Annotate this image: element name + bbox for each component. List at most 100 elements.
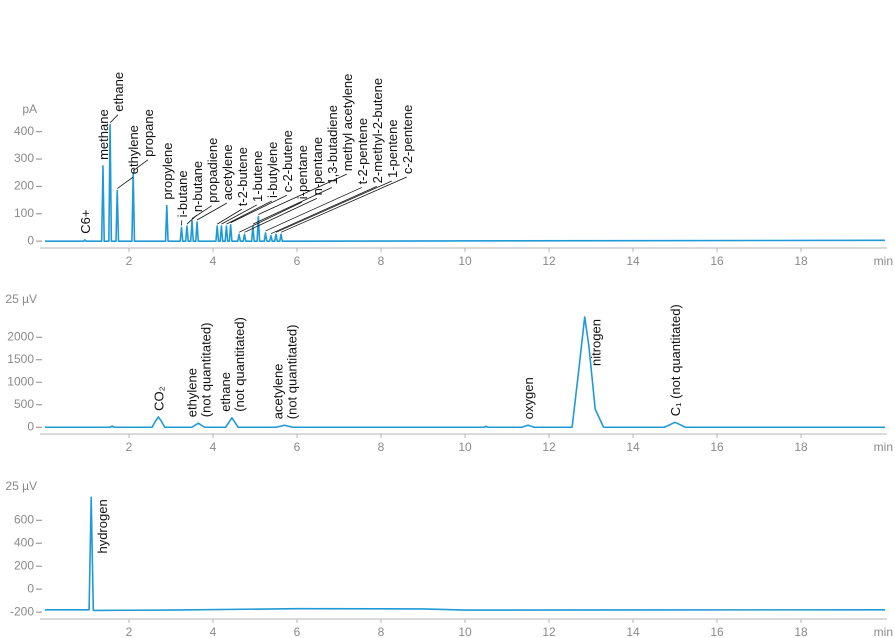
leader-line — [265, 187, 362, 232]
y-tick-label: 300 — [14, 151, 34, 165]
leader-line — [191, 205, 213, 219]
leader-line — [280, 176, 407, 233]
y-tick-label: 100 — [14, 206, 34, 220]
peak-label-line: ethylene — [184, 368, 199, 417]
y-tick-label: 600 — [14, 512, 34, 526]
y-tick-label: 400 — [14, 535, 34, 549]
peak-label: i-butane — [175, 170, 190, 217]
y-tick-label: 400 — [14, 124, 34, 138]
x-tick-label: 4 — [210, 440, 217, 454]
peak-label-line: (not quantitated) — [284, 325, 299, 420]
peak-label: t-2-pentene — [355, 118, 370, 185]
y-tick-label: -200 — [10, 604, 34, 618]
x-tick-label: 10 — [458, 440, 472, 454]
peak-label: acetylene — [220, 144, 235, 200]
peak-label: 1-pentene — [385, 119, 400, 178]
leader-line — [258, 173, 347, 215]
peak-label: i-pentane — [295, 145, 310, 199]
leader-line — [244, 198, 317, 233]
x-tick-label: 16 — [710, 625, 724, 638]
peak-label-line: (not quantitated) — [198, 323, 213, 418]
y-tick-label: 200 — [14, 179, 34, 193]
x-tick-label: 14 — [626, 254, 640, 268]
peak-label: C₁ (not quantitated) — [668, 304, 683, 416]
leader-line — [221, 204, 257, 225]
peak-label: hydrogen — [95, 499, 110, 553]
peak-label: methane — [96, 109, 111, 160]
x-tick-label: 18 — [794, 625, 808, 638]
peak-label: c-2-pentene — [400, 105, 415, 174]
peak-label-line: acetylene — [270, 364, 285, 420]
leader-line — [226, 200, 272, 225]
x-tick-label: 8 — [378, 625, 385, 638]
leader-line — [216, 208, 243, 225]
peak-label: propylene — [160, 142, 175, 199]
peak-label: C6+ — [78, 210, 93, 234]
leader-line — [252, 187, 332, 225]
leader-line — [270, 185, 377, 235]
x-unit: min — [874, 440, 893, 454]
x-tick-label: 12 — [542, 254, 556, 268]
x-tick-label: 2 — [126, 254, 133, 268]
trace — [45, 124, 886, 242]
peak-label: ethylene(not quantitated) — [184, 323, 213, 418]
peak-label: 1,3-butadiene — [325, 105, 340, 185]
y-tick-label: 1500 — [7, 352, 34, 366]
x-tick-label: 6 — [294, 440, 301, 454]
x-tick-label: 4 — [210, 625, 217, 638]
y-tick-label: 2000 — [7, 329, 34, 343]
peak-label: 2-methyl-2-butene — [370, 78, 385, 184]
leader-line — [275, 180, 392, 233]
peak-label: 1-butene — [250, 151, 265, 202]
y-tick-label: 500 — [14, 397, 34, 411]
peak-label: nitrogen — [589, 319, 604, 366]
peak-label: n-butane — [190, 161, 205, 212]
x-tick-label: 6 — [294, 254, 301, 268]
peak-label: i-butylene — [265, 142, 280, 198]
peak-label: CO₂ — [151, 386, 166, 411]
x-tick-label: 12 — [542, 625, 556, 638]
trace — [45, 496, 886, 612]
peak-label: methyl acetylene — [340, 74, 355, 172]
trace — [45, 316, 885, 429]
peak-label: c-2-butene — [280, 130, 295, 192]
x-tick-label: 4 — [210, 254, 217, 268]
leader-line — [117, 176, 134, 189]
peak-label-line: (not quantitated) — [232, 317, 247, 412]
leader-line — [238, 201, 302, 233]
leader-line — [230, 194, 287, 224]
x-tick-label: 16 — [710, 254, 724, 268]
x-unit: min — [874, 254, 893, 268]
x-tick-label: 10 — [458, 254, 472, 268]
x-tick-label: 2 — [126, 625, 133, 638]
x-tick-label: 2 — [126, 440, 133, 454]
peak-label-line: ethane — [218, 372, 233, 412]
x-tick-label: 16 — [710, 440, 724, 454]
y-tick-label: 0 — [27, 581, 34, 595]
peak-label: acetylene(not quantitated) — [270, 325, 299, 420]
leader-line — [109, 114, 119, 124]
peak-label: propane — [141, 109, 156, 157]
peak-label: n-pentane — [310, 137, 325, 196]
y-unit: 25 µV — [5, 292, 37, 306]
peak-label: ethylene — [126, 125, 141, 174]
leader-line — [132, 159, 149, 172]
peak-label: oxygen — [521, 377, 536, 419]
x-tick-label: 8 — [378, 440, 385, 454]
y-unit: 25 µV — [5, 479, 37, 493]
leader-line — [196, 202, 227, 221]
peak-label: ethane — [111, 72, 126, 112]
peak-label: propadiene — [205, 138, 220, 203]
x-tick-label: 12 — [542, 440, 556, 454]
x-tick-label: 18 — [794, 440, 808, 454]
x-tick-label: 14 — [626, 440, 640, 454]
y-tick-label: 0 — [27, 419, 34, 433]
y-unit: pA — [22, 102, 37, 116]
x-tick-label: 8 — [378, 254, 385, 268]
y-tick-label: 200 — [14, 558, 34, 572]
peak-label: t-2-butene — [235, 147, 250, 206]
y-tick-label: 1000 — [7, 374, 34, 388]
y-tick-label: 0 — [27, 233, 34, 247]
